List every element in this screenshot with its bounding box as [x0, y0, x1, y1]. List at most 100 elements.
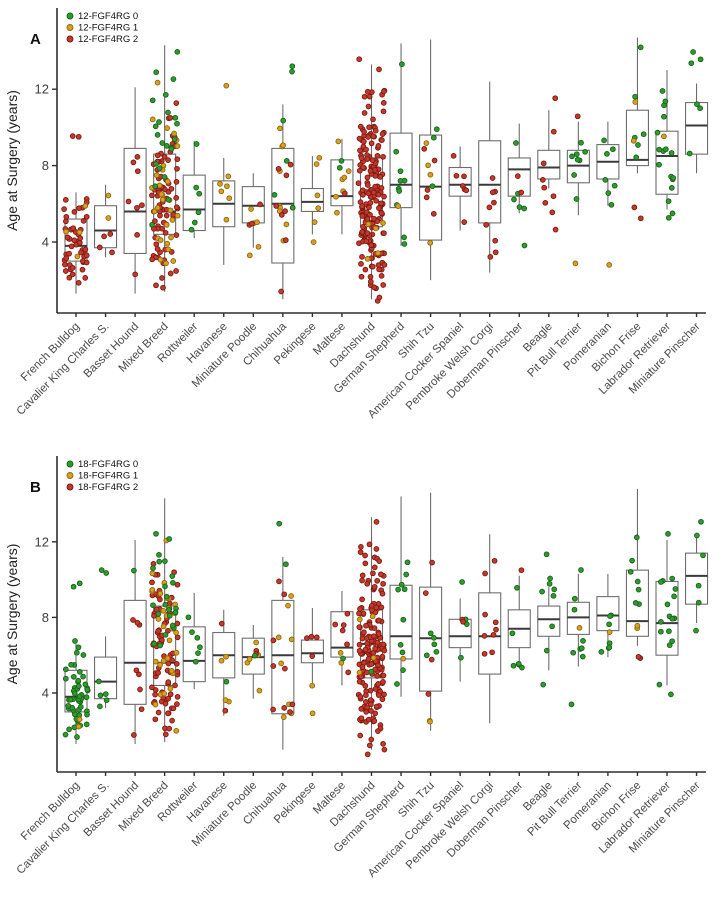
data-point: [62, 268, 69, 274]
data-point: [359, 229, 366, 235]
data-point: [357, 549, 364, 556]
data-point: [76, 693, 83, 700]
data-point: [540, 681, 547, 688]
data-point: [157, 256, 164, 263]
data-point: [361, 129, 367, 135]
data-point: [174, 120, 180, 127]
data-point: [380, 282, 387, 288]
data-point: [361, 110, 368, 116]
data-point: [481, 633, 488, 639]
data-point: [370, 570, 376, 577]
data-point: [96, 244, 103, 251]
data-point: [168, 668, 175, 674]
data-point: [459, 579, 465, 585]
data-point: [380, 679, 386, 685]
data-point: [165, 246, 172, 253]
data-point: [606, 644, 613, 651]
data-point: [218, 620, 225, 627]
data-point: [130, 159, 137, 166]
jitter-points: [244, 639, 263, 694]
box-plot: [94, 636, 118, 709]
data-point: [359, 577, 365, 584]
data-point: [169, 573, 176, 579]
data-point: [358, 706, 365, 712]
panel-label: A: [30, 31, 41, 48]
data-point: [134, 168, 141, 175]
data-point: [364, 580, 371, 587]
data-point: [165, 109, 171, 116]
data-point: [694, 532, 700, 539]
data-point: [193, 141, 200, 147]
data-point: [277, 125, 283, 132]
legend-swatch: [66, 35, 74, 43]
data-point: [356, 624, 363, 630]
data-point: [552, 95, 559, 102]
data-point: [568, 701, 575, 708]
data-point: [311, 219, 318, 225]
data-point: [155, 669, 161, 676]
data-point: [666, 628, 672, 635]
data-point: [665, 531, 671, 537]
data-point: [153, 282, 159, 289]
data-point: [490, 632, 497, 638]
data-point: [171, 130, 177, 137]
data-point: [157, 662, 163, 668]
data-point: [698, 518, 704, 525]
data-point: [368, 140, 375, 147]
data-point: [574, 113, 581, 120]
data-point: [82, 203, 89, 209]
data-point: [365, 656, 372, 662]
data-point: [482, 570, 488, 577]
data-point: [608, 201, 615, 208]
data-point: [359, 572, 366, 579]
data-point: [150, 565, 156, 572]
data-point: [695, 599, 702, 606]
jitter-points: [333, 138, 352, 216]
data-point: [173, 661, 180, 667]
data-point: [64, 234, 71, 241]
data-point: [401, 234, 407, 241]
data-point: [77, 235, 84, 241]
data-point: [283, 158, 290, 164]
data-point: [173, 649, 180, 656]
legend-swatch: [66, 24, 74, 31]
jitter-points: [125, 154, 145, 278]
data-point: [381, 746, 388, 753]
jitter-points: [149, 530, 181, 738]
data-point: [395, 586, 401, 593]
data-point: [174, 701, 180, 707]
data-point: [225, 173, 232, 180]
data-point: [543, 647, 550, 654]
data-point: [169, 717, 175, 724]
box-plot: [625, 37, 650, 174]
data-point: [345, 168, 352, 174]
data-point: [278, 660, 285, 667]
data-point: [371, 284, 378, 291]
data-point: [371, 718, 378, 724]
data-point: [153, 161, 159, 167]
data-point: [223, 216, 230, 223]
data-point: [281, 705, 288, 711]
data-point: [63, 255, 70, 262]
data-point: [76, 229, 83, 236]
jitter-points: [509, 567, 525, 671]
data-point: [173, 232, 180, 238]
data-point: [516, 204, 523, 210]
data-point: [189, 629, 195, 635]
legend-swatch: [66, 483, 74, 491]
data-point: [630, 137, 637, 144]
data-point: [510, 662, 517, 669]
jitter-points: [422, 559, 440, 725]
data-point: [549, 209, 556, 216]
data-point: [360, 224, 366, 230]
data-point: [570, 649, 577, 656]
data-point: [314, 192, 321, 199]
data-point: [174, 165, 180, 172]
legend-swatch: [66, 460, 74, 468]
data-point: [358, 273, 365, 280]
data-point: [640, 131, 647, 138]
data-point: [578, 645, 585, 652]
data-point: [378, 571, 384, 578]
data-point: [280, 142, 286, 149]
data-point: [604, 151, 610, 157]
